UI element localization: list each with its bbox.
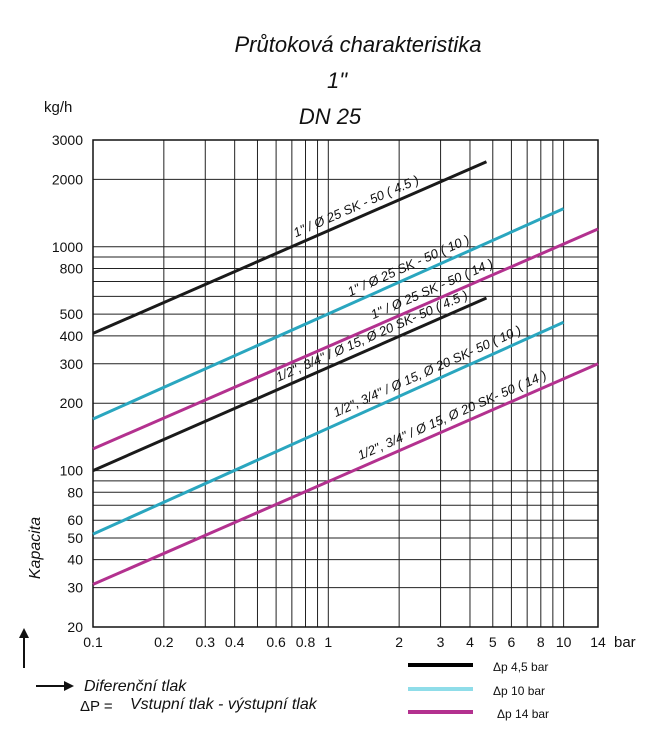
legend: Δp 4,5 bar Δp 10 bar Δp 14 bar — [408, 660, 549, 721]
delta-p-symbol: ΔP = — [80, 698, 113, 715]
x-tick-label: 1 — [324, 634, 332, 650]
series-line — [92, 207, 565, 421]
y-tick-label: 30 — [67, 580, 83, 596]
y-unit-label: kg/h — [44, 99, 72, 116]
y-tick-label: 300 — [60, 356, 84, 372]
chart-title: Průtoková charakteristika — [235, 32, 482, 57]
series-line — [92, 320, 565, 536]
chart-subtitle-dn: DN 25 — [299, 104, 362, 129]
x-tick-label: 0.4 — [225, 634, 245, 650]
x-tick-label: 3 — [437, 634, 445, 650]
series-line — [92, 160, 488, 335]
y-tick-label: 500 — [60, 306, 84, 322]
x-axis-note: Diferenční tlak — [84, 678, 187, 695]
x-tick-label: 0.3 — [196, 634, 216, 650]
y-tick-label: 2000 — [52, 171, 83, 187]
grid — [92, 139, 599, 628]
x-tick-label: 0.2 — [154, 634, 174, 650]
x-tick-label: 2 — [395, 634, 403, 650]
y-tick-label: 3000 — [52, 132, 83, 148]
legend-label: Δp 4,5 bar — [493, 660, 548, 674]
x-tick-label: 6 — [508, 634, 516, 650]
x-tick-label: 8 — [537, 634, 545, 650]
right-arrow-icon — [36, 681, 74, 691]
y-axis-label: Kapacita — [27, 517, 44, 579]
chart-subtitle-size: 1" — [327, 68, 348, 93]
x-unit-label: bar — [614, 634, 636, 651]
series-label: 1" / Ø 25 SK - 50 ( 10 ) — [345, 232, 471, 299]
y-tick-label: 50 — [67, 530, 83, 546]
y-tick-label: 20 — [67, 619, 83, 635]
series-lines: 1" / Ø 25 SK - 50 ( 4.5 )1" / Ø 25 SK - … — [92, 160, 599, 586]
up-arrow-icon — [19, 628, 29, 668]
x-tick-label: 0.1 — [83, 634, 103, 650]
series-line — [92, 227, 599, 451]
y-tick-label: 1000 — [52, 239, 83, 255]
x-tick-label: 0.8 — [296, 634, 316, 650]
legend-label: Δp 10 bar — [493, 684, 545, 698]
series-line — [92, 362, 599, 586]
x-tick-label: 10 — [556, 634, 572, 650]
y-tick-label: 400 — [60, 328, 84, 344]
x-tick-label: 5 — [489, 634, 497, 650]
y-tick-label: 40 — [67, 552, 83, 568]
y-tick-label: 100 — [60, 463, 84, 479]
y-tick-label: 80 — [67, 484, 83, 500]
y-tick-label: 800 — [60, 260, 84, 276]
y-tick-label: 60 — [67, 512, 83, 528]
x-tick-label: 0.6 — [266, 634, 286, 650]
axis-ticks: 0.1 0.2 0.3 0.4 0.6 0.8 1 2 3 4 5 6 8 10 14 3000 2000 100… — [52, 132, 606, 650]
series-label: 1" / Ø 25 SK - 50 ( 4.5 ) — [291, 172, 421, 240]
x-tick-label: 4 — [466, 634, 474, 650]
x-tick-label: 14 — [590, 634, 606, 650]
series-line — [92, 296, 488, 472]
plot-frame — [92, 139, 599, 628]
y-tick-label: 200 — [60, 395, 84, 411]
legend-label: Δp 14 bar — [497, 707, 549, 721]
pressure-formula: Vstupní tlak - výstupní tlak — [130, 696, 318, 713]
